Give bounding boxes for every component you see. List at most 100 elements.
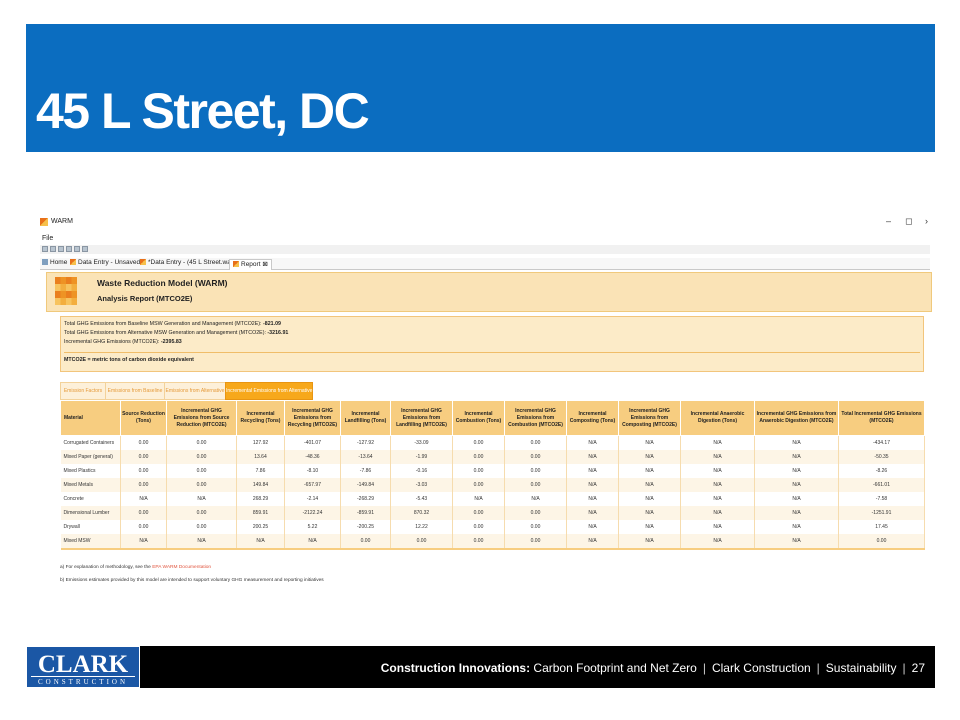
value-cell: -268.29 — [340, 492, 391, 506]
column-header: Incremental Combustion (Tons) — [452, 400, 505, 436]
value-cell: N/A — [754, 478, 839, 492]
summary-alternative-label: Total GHG Emissions from Alternative MSW… — [64, 330, 268, 336]
summary-incremental: Incremental GHG Emissions (MTCO2E): -239… — [64, 339, 182, 345]
incremental-emissions-table: Material Source Reduction (Tons) Increment… — [60, 400, 925, 550]
value-cell: N/A — [680, 534, 755, 549]
value-cell: N/A — [618, 492, 681, 506]
material-cell: Dimensional Lumber — [60, 506, 121, 520]
table-row: Dimensional Lumber 0.00 0.00 859.91 -2122.24… — [60, 506, 925, 520]
value-cell: N/A — [680, 464, 755, 478]
value-cell: 0.00 — [452, 506, 505, 520]
epa-warm-documentation-link[interactable]: EPA WARM Documentation — [152, 565, 212, 570]
subtab-emission-factors[interactable]: Emission Factors — [60, 382, 106, 400]
table-row: Concrete N/A N/A 268.29 -2.14 -268.29 -5.43 N/A… — [60, 492, 925, 506]
subtab-incremental-emissions[interactable]: Incremental Emissions from Alternative — [225, 382, 313, 400]
value-cell: N/A — [680, 435, 755, 450]
column-header: Incremental GHG Emissions from Combustio… — [504, 400, 567, 436]
value-cell: -5.43 — [390, 492, 453, 506]
tab-home[interactable]: Home — [42, 259, 67, 269]
value-cell: 0.00 — [504, 435, 567, 450]
value-cell: N/A — [566, 435, 619, 450]
column-header: Incremental Composting (Tons) — [566, 400, 619, 436]
value-cell: 17.45 — [838, 520, 925, 534]
value-cell: 13.64 — [236, 450, 285, 464]
summary-alternative: Total GHG Emissions from Alternative MSW… — [64, 330, 288, 336]
value-cell: 0.00 — [504, 520, 567, 534]
value-cell: N/A — [566, 464, 619, 478]
table-row: Corrugated Containers 0.00 0.00 127.92 -401.… — [60, 435, 925, 450]
summary-baseline-value: -821.09 — [263, 321, 281, 327]
help-icon[interactable] — [82, 246, 88, 252]
report-header: Waste Reduction Model (WARM) Analysis Re… — [46, 272, 932, 312]
table-body: Corrugated Containers 0.00 0.00 127.92 -401.… — [60, 435, 925, 549]
editor-tabs: Home Data Entry - Unsaved *Data Entry - … — [40, 258, 930, 270]
warm-app-window: WARM – ◻ › File Home Data Entry - Unsave… — [40, 214, 942, 594]
table-row: Mixed Metals 0.00 0.00 149.84 -657.97 -149.84… — [60, 478, 925, 492]
value-cell: N/A — [680, 520, 755, 534]
column-header: Incremental Anaerobic Digestion (Tons) — [680, 400, 755, 436]
value-cell: 7.86 — [236, 464, 285, 478]
table-header-row: Material Source Reduction (Tons) Increment… — [60, 400, 925, 436]
print-icon[interactable] — [66, 246, 72, 252]
value-cell: N/A — [166, 534, 237, 549]
value-cell: N/A — [566, 478, 619, 492]
value-cell: -401.07 — [284, 435, 341, 450]
tab-data-entry-45-l-street[interactable]: *Data Entry - (45 L Street.warm) — [140, 259, 241, 269]
value-cell: -13.64 — [340, 450, 391, 464]
value-cell: -127.92 — [340, 435, 391, 450]
value-cell: 0.00 — [120, 520, 167, 534]
restore-icon[interactable]: ◻ — [905, 216, 913, 226]
value-cell: N/A — [236, 534, 285, 549]
value-cell: N/A — [754, 506, 839, 520]
minimize-icon[interactable]: – — [886, 216, 892, 226]
value-cell: -8.10 — [284, 464, 341, 478]
value-cell: N/A — [566, 506, 619, 520]
column-header: Material — [60, 400, 121, 436]
column-header: Incremental GHG Emissions from Anaerobic… — [754, 400, 839, 436]
value-cell: 127.92 — [236, 435, 285, 450]
open-file-icon[interactable] — [50, 246, 56, 252]
subtab-emissions-alternative[interactable]: Emissions from Alternative — [164, 382, 226, 400]
value-cell: -859.91 — [340, 506, 391, 520]
warm-logo-mosaic — [55, 277, 77, 305]
value-cell: N/A — [754, 450, 839, 464]
material-cell: Mixed MSW — [60, 534, 121, 549]
tab-report[interactable]: Report ⊠ — [229, 259, 272, 270]
save-icon[interactable] — [58, 246, 64, 252]
export-icon[interactable] — [74, 246, 80, 252]
value-cell: 0.00 — [452, 435, 505, 450]
value-cell: -2122.24 — [284, 506, 341, 520]
value-cell: -2.14 — [284, 492, 341, 506]
value-cell: 0.00 — [452, 534, 505, 549]
new-file-icon[interactable] — [42, 246, 48, 252]
close-icon[interactable]: › — [925, 216, 928, 226]
summary-incremental-value: -2395.83 — [160, 339, 182, 345]
value-cell: 0.00 — [504, 506, 567, 520]
value-cell: 0.00 — [504, 478, 567, 492]
tab-data-entry-unsaved[interactable]: Data Entry - Unsaved — [70, 259, 140, 269]
subtab-emissions-baseline[interactable]: Emissions from Baseline — [105, 382, 165, 400]
value-cell: 0.00 — [452, 520, 505, 534]
column-header: Incremental Recycling (Tons) — [236, 400, 285, 436]
column-header: Total Incremental GHG Emissions (MTCO2E) — [838, 400, 925, 436]
warm-file-icon — [233, 261, 239, 267]
material-cell: Mixed Paper (general) — [60, 450, 121, 464]
value-cell: N/A — [618, 435, 681, 450]
table-row: Drywall 0.00 0.00 200.25 5.22 -200.25 12.22 0.0… — [60, 520, 925, 534]
menu-file[interactable]: File — [42, 235, 54, 242]
tab-data-entry-45-l-street-label: *Data Entry - (45 L Street.warm) — [148, 259, 241, 266]
value-cell: N/A — [680, 492, 755, 506]
value-cell: N/A — [166, 492, 237, 506]
summary-baseline: Total GHG Emissions from Baseline MSW Ge… — [64, 321, 281, 327]
value-cell: 0.00 — [166, 450, 237, 464]
column-header: Source Reduction (Tons) — [120, 400, 167, 436]
value-cell: 0.00 — [120, 506, 167, 520]
value-cell: 200.25 — [236, 520, 285, 534]
summary-note: MTCO2E = metric tons of carbon dioxide e… — [64, 357, 194, 363]
tab-data-entry-unsaved-label: Data Entry - Unsaved — [78, 259, 141, 266]
value-cell: N/A — [504, 492, 567, 506]
warm-app-icon — [40, 218, 48, 226]
footer-separator: | — [702, 661, 706, 675]
value-cell: N/A — [754, 534, 839, 549]
footer-separator: | — [816, 661, 820, 675]
